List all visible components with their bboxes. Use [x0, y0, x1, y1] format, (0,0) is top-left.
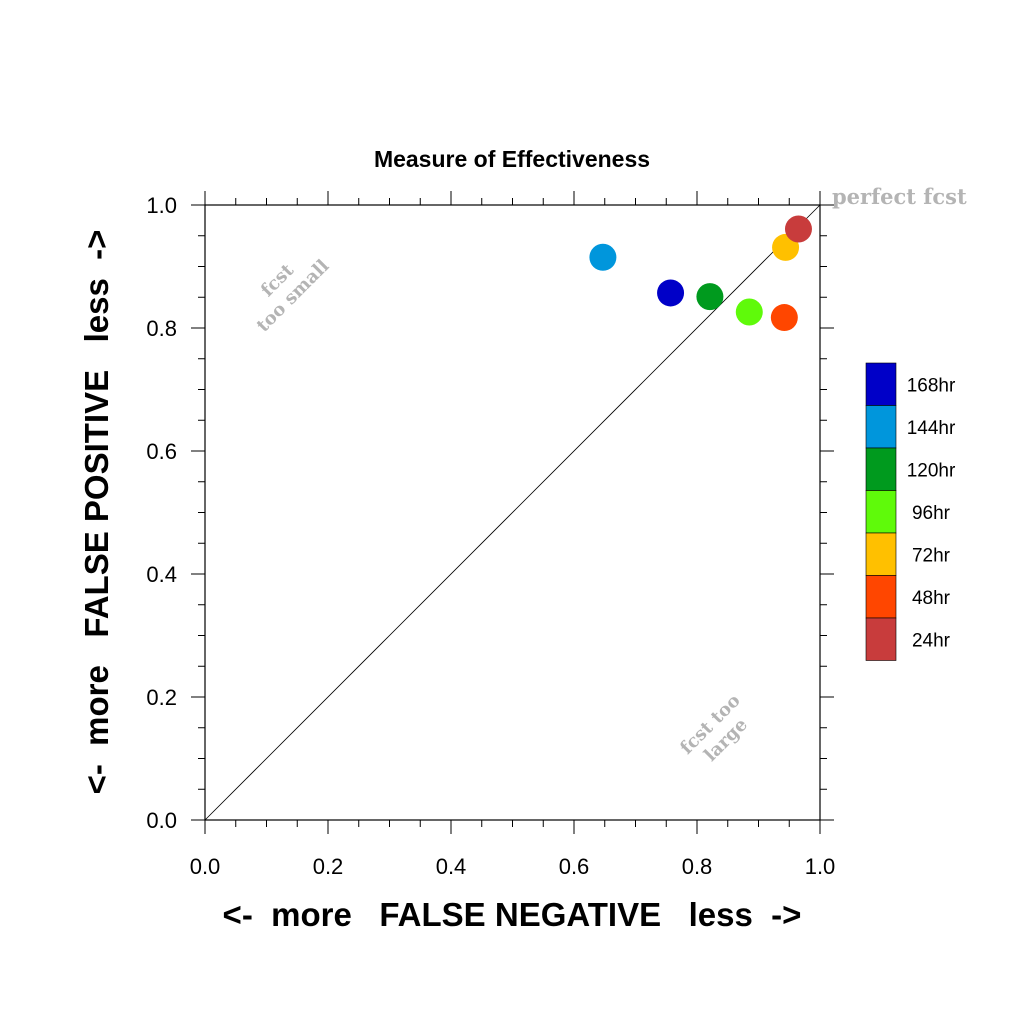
legend-swatch-72hr: [865, 532, 897, 576]
x-tick-label: 0.8: [682, 854, 713, 879]
data-points: [589, 215, 812, 332]
y-tick-label: 0.2: [146, 685, 177, 710]
legend-swatch-48hr: [865, 575, 897, 619]
x-axis-label: <- more FALSE NEGATIVE less ->: [223, 896, 802, 933]
x-tick-label: 1.0: [805, 854, 836, 879]
legend-label-24hr: 24hr: [912, 630, 951, 651]
legend-label-120hr: 120hr: [907, 460, 956, 481]
legend-swatch-120hr: [865, 447, 897, 491]
x-tick-label: 0.4: [436, 854, 467, 879]
annotation-perfect-fcst: perfect fcst: [832, 184, 967, 209]
y-tick-label: 0.8: [146, 316, 177, 341]
y-tick-label: 0.6: [146, 439, 177, 464]
data-point-144hr: [589, 243, 617, 271]
annotation-fcst-too-large: fcst too large: [676, 690, 752, 766]
legend-label-72hr: 72hr: [912, 545, 951, 566]
legend-swatch-168hr: [865, 362, 897, 406]
x-tick-label: 0.0: [190, 854, 221, 879]
data-point-96hr: [735, 298, 763, 326]
y-tick-label: 1.0: [146, 193, 177, 218]
legend: 168hr 144hr 120hr 96hr 72hr 48hr 24hr: [865, 362, 956, 661]
data-point-120hr: [696, 283, 724, 311]
legend-label-144hr: 144hr: [907, 418, 956, 439]
chart-title: Measure of Effectiveness: [374, 146, 650, 172]
data-point-168hr: [657, 279, 685, 307]
y-tick-labels: 0.0 0.2 0.4 0.6 0.8 1.0: [146, 193, 177, 833]
annotation-fcst-too-small: fcst too small: [253, 256, 334, 337]
y-axis-label: <- more FALSE POSITIVE less ->: [78, 230, 115, 795]
y-tick-label: 0.0: [146, 808, 177, 833]
legend-label-96hr: 96hr: [912, 503, 951, 524]
x-tick-label: 0.6: [559, 854, 590, 879]
legend-label-168hr: 168hr: [907, 375, 956, 396]
x-tick-labels: 0.0 0.2 0.4 0.6 0.8 1.0: [190, 854, 836, 879]
data-point-24hr: [784, 215, 812, 243]
legend-swatch-96hr: [865, 490, 897, 534]
axis-ticks: [191, 191, 834, 834]
legend-label-48hr: 48hr: [912, 588, 951, 609]
y-tick-label: 0.4: [146, 562, 177, 587]
legend-swatch-144hr: [865, 405, 897, 449]
data-point-48hr: [770, 304, 798, 332]
annotation-too-small-line2: too small: [253, 256, 334, 337]
x-tick-label: 0.2: [313, 854, 344, 879]
legend-swatch-24hr: [865, 617, 897, 661]
